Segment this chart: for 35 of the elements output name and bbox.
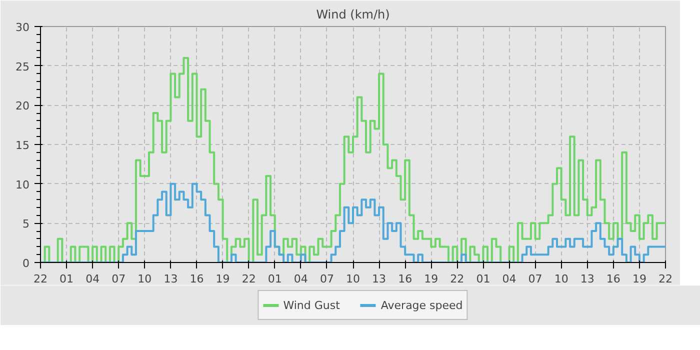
y-tick-label: 10: [16, 178, 30, 192]
y-tick-label: 25: [16, 60, 30, 74]
x-tick-label: 07: [112, 272, 126, 286]
x-tick-label: 10: [346, 272, 360, 286]
x-tick-label: 16: [398, 272, 412, 286]
x-tick-label: 16: [190, 272, 204, 286]
x-tick-label: 10: [138, 272, 152, 286]
y-tick-label: 5: [22, 218, 30, 231]
x-tick-label: 04: [294, 272, 308, 286]
x-tick-label: 01: [60, 272, 74, 286]
y-tick-label: 15: [16, 139, 30, 152]
y-tick-label: 30: [16, 21, 30, 34]
x-tick-label: 07: [320, 272, 334, 286]
x-tick-label: 22: [34, 272, 48, 286]
legend-label: Wind Gust: [283, 298, 340, 312]
x-tick-label: 01: [476, 272, 490, 286]
x-tick-label: 22: [450, 272, 464, 286]
y-tick-label: 20: [16, 100, 30, 113]
x-tick-label: 19: [216, 272, 230, 286]
x-tick-label: 04: [86, 272, 100, 286]
x-tick-label: 07: [528, 272, 542, 286]
x-tick-label: 19: [632, 272, 646, 286]
x-tick-label: 13: [580, 272, 594, 286]
x-tick-label: 13: [164, 272, 178, 286]
x-tick-label: 01: [268, 272, 282, 286]
x-tick-label: 19: [424, 272, 438, 286]
x-tick-label: 22: [242, 272, 256, 286]
x-tick-label: 13: [372, 272, 386, 286]
x-tick-label: 22: [658, 272, 672, 286]
x-tick-label: 16: [606, 272, 620, 286]
x-tick-label: 10: [554, 272, 568, 286]
legend-label: Average speed: [380, 298, 463, 312]
chart-title: Wind (km/h): [316, 8, 390, 22]
x-tick-label: 04: [502, 272, 516, 286]
y-tick-label: 0: [22, 257, 30, 270]
